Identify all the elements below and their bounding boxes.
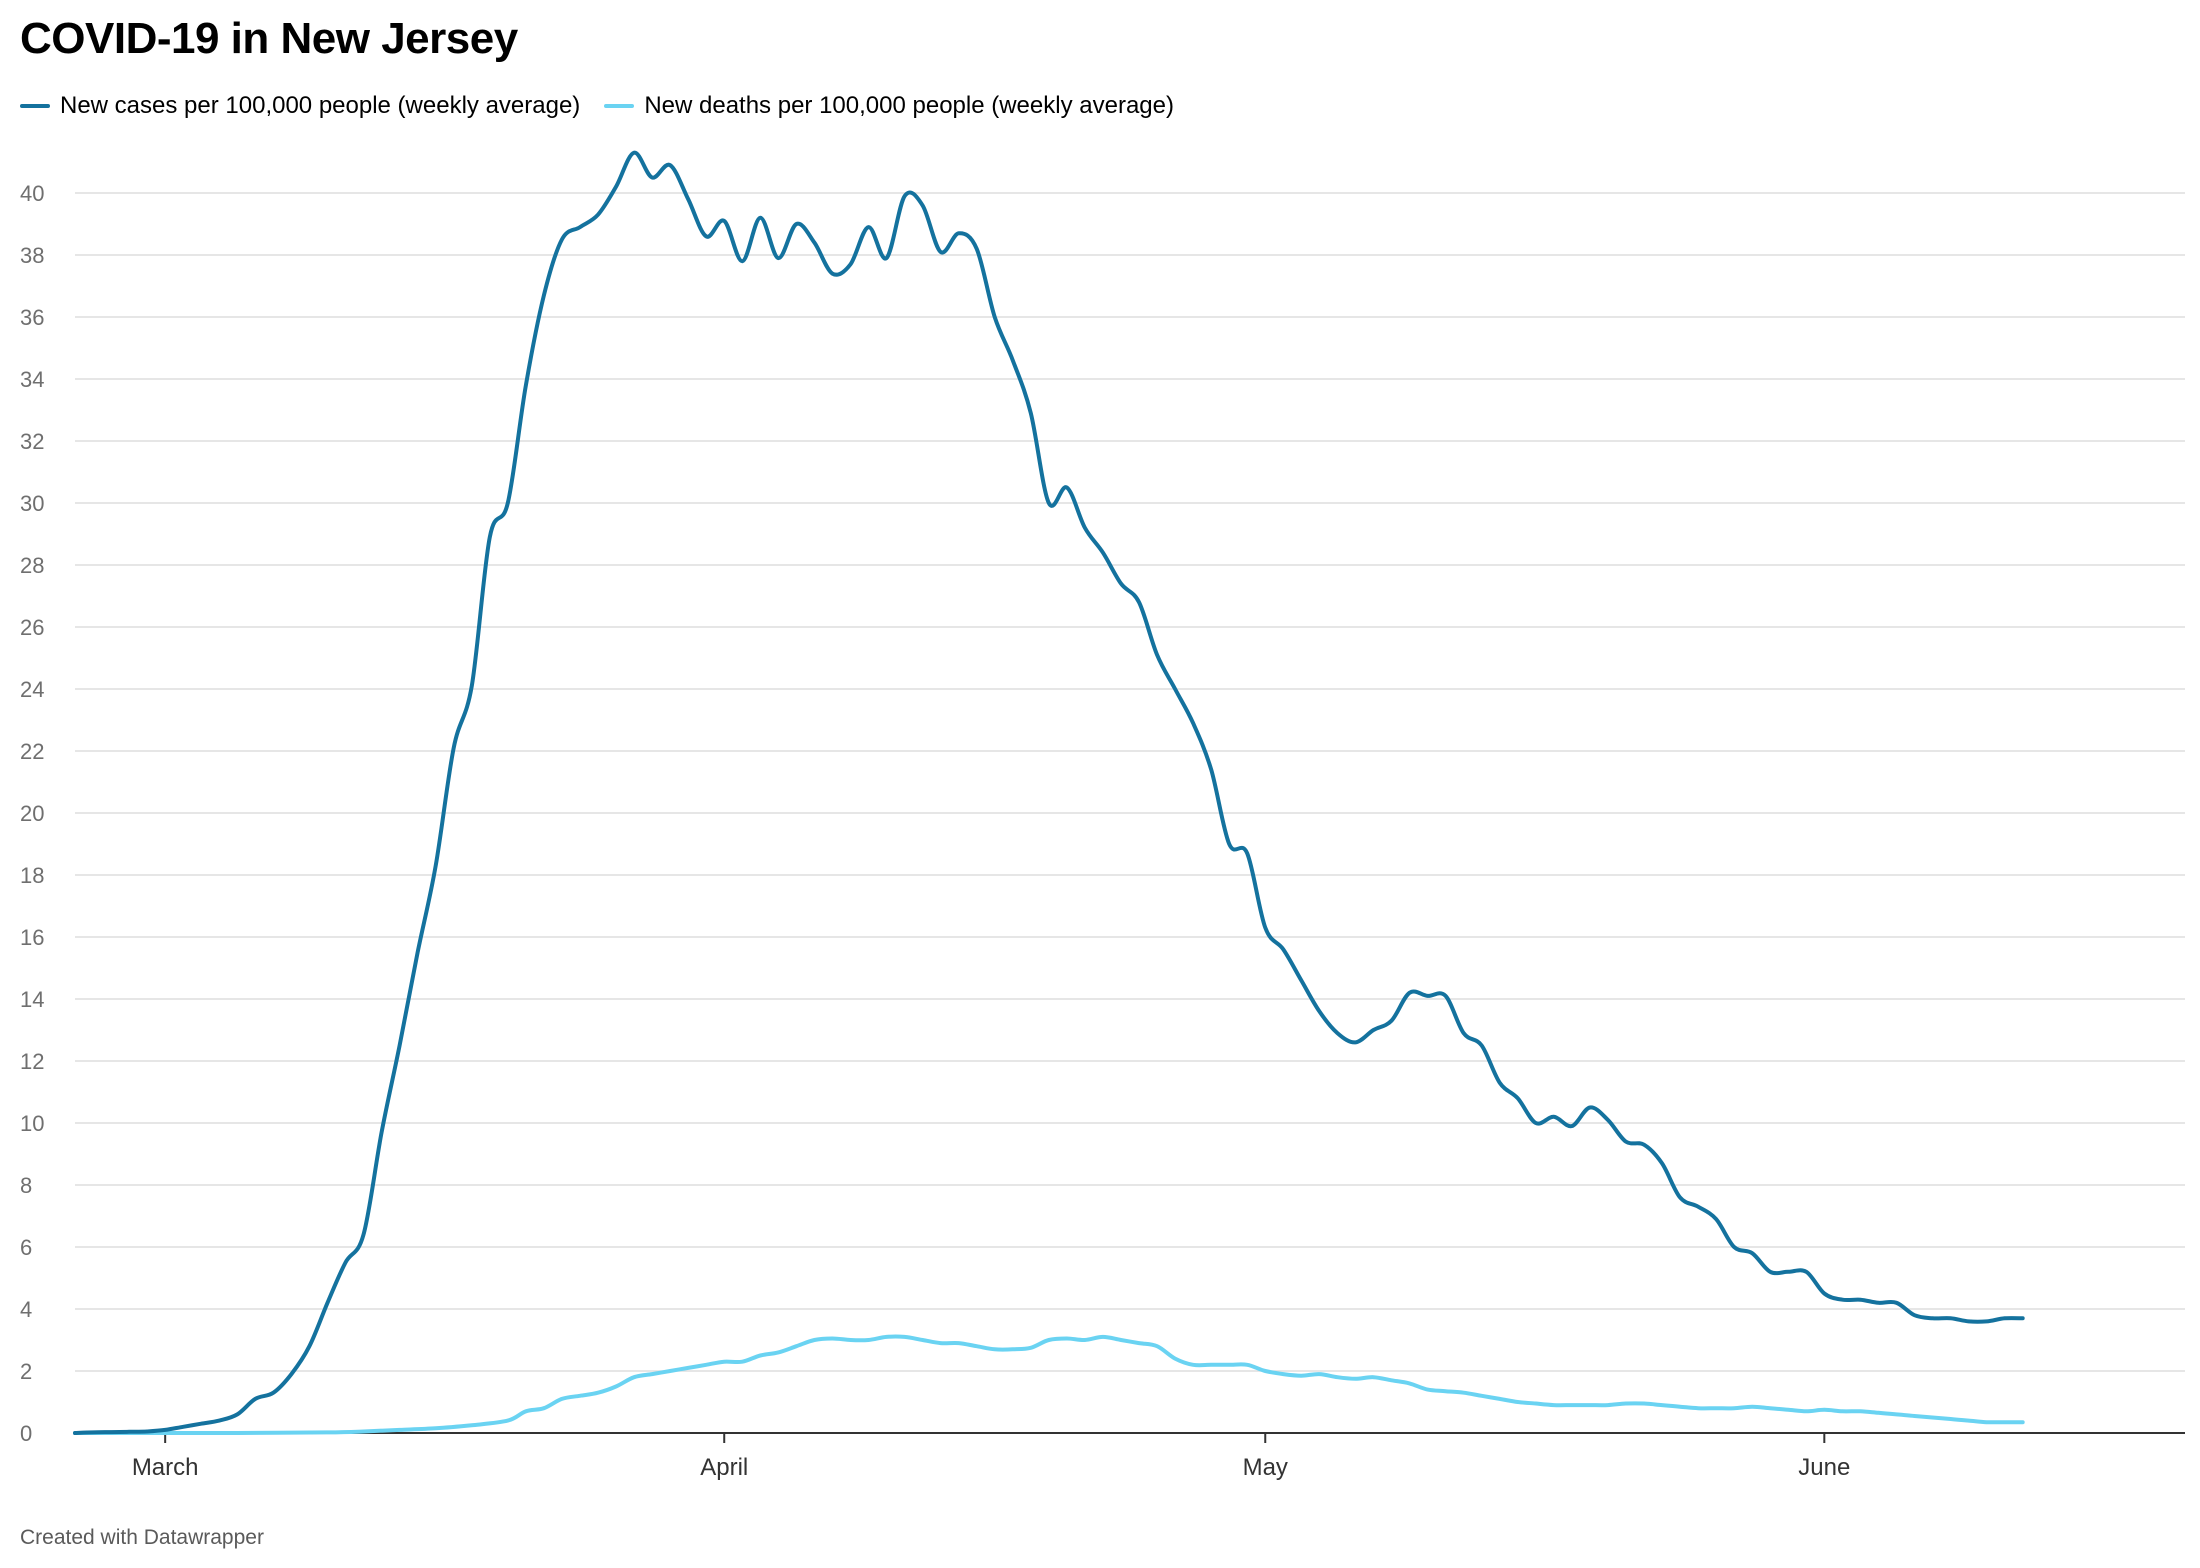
y-tick-label: 26 bbox=[20, 615, 44, 640]
footer-credit: Created with Datawrapper bbox=[20, 1526, 264, 1549]
y-tick-label: 12 bbox=[20, 1049, 44, 1074]
y-tick-label: 32 bbox=[20, 429, 44, 454]
y-tick-label: 18 bbox=[20, 863, 44, 888]
legend-label-cases: New cases per 100,000 people (weekly ave… bbox=[60, 92, 581, 119]
y-tick-label: 34 bbox=[20, 367, 44, 392]
y-tick-label: 28 bbox=[20, 553, 44, 578]
x-tick-label: June bbox=[1798, 1454, 1850, 1481]
legend-item-cases: New cases per 100,000 people (weekly ave… bbox=[20, 92, 580, 120]
y-tick-label: 2 bbox=[20, 1359, 32, 1384]
y-tick-label: 6 bbox=[20, 1235, 32, 1260]
legend-swatch-deaths bbox=[604, 104, 635, 108]
y-tick-label: 14 bbox=[20, 987, 44, 1012]
y-tick-label: 16 bbox=[20, 925, 44, 950]
legend: New cases per 100,000 people (weekly ave… bbox=[20, 92, 1174, 120]
y-tick-label: 0 bbox=[20, 1421, 32, 1446]
legend-swatch-cases bbox=[20, 104, 50, 108]
y-tick-label: 20 bbox=[20, 801, 44, 826]
y-tick-label: 10 bbox=[20, 1111, 44, 1136]
series-line-deaths bbox=[73, 1334, 2025, 1436]
y-tick-label: 38 bbox=[20, 243, 44, 268]
legend-item-deaths: New deaths per 100,000 people (weekly av… bbox=[604, 92, 1174, 120]
x-tick-label: May bbox=[1243, 1454, 1288, 1481]
chart-title: COVID-19 in New Jersey bbox=[20, 14, 518, 63]
y-tick-label: 4 bbox=[20, 1297, 32, 1322]
y-tick-label: 30 bbox=[20, 491, 44, 516]
x-tick-label: April bbox=[700, 1454, 748, 1481]
y-tick-label: 40 bbox=[20, 181, 44, 206]
y-tick-label: 24 bbox=[20, 677, 44, 702]
legend-label-deaths: New deaths per 100,000 people (weekly av… bbox=[644, 92, 1174, 119]
y-tick-label: 22 bbox=[20, 739, 44, 764]
series-line-cases bbox=[73, 150, 2025, 1435]
y-tick-label: 36 bbox=[20, 305, 44, 330]
y-tick-label: 8 bbox=[20, 1173, 32, 1198]
x-tick-label: March bbox=[132, 1454, 199, 1481]
